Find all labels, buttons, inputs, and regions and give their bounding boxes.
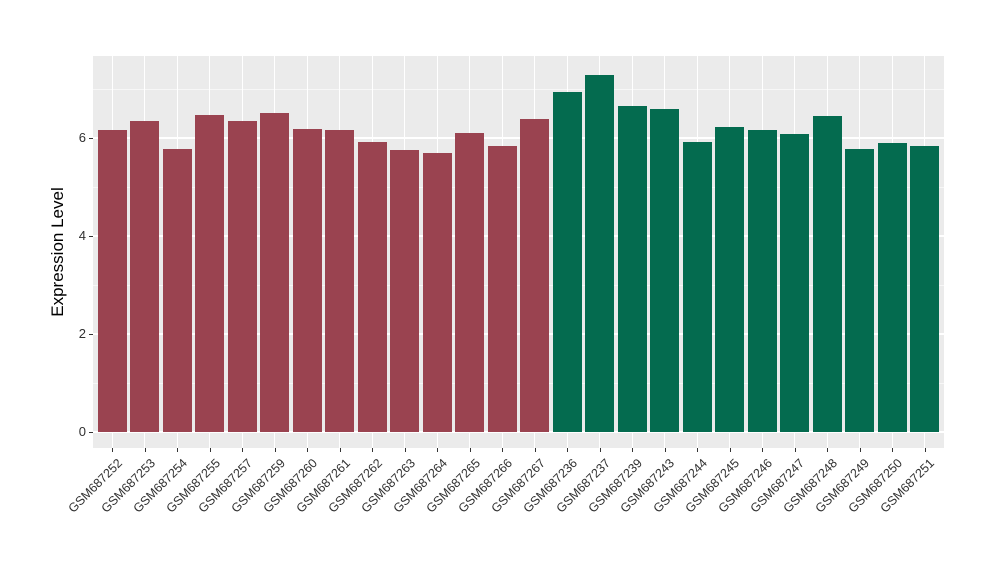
major-gridline — [93, 137, 944, 139]
x-tick-mark — [177, 448, 179, 452]
x-tick-mark — [502, 448, 504, 452]
x-tick-mark — [404, 448, 406, 452]
bar-GSM687236 — [552, 92, 582, 432]
bar-GSM687250 — [877, 142, 907, 432]
x-tick-mark — [924, 448, 926, 452]
x-tick-mark — [762, 448, 764, 452]
bar-GSM687239 — [617, 106, 647, 432]
x-tick-mark — [112, 448, 114, 452]
x-tick-mark — [469, 448, 471, 452]
bar-GSM687252 — [97, 130, 127, 432]
bar-GSM687267 — [520, 119, 550, 432]
bar-GSM687251 — [910, 145, 939, 432]
bar-GSM687253 — [130, 121, 160, 432]
y-tick-label: 4 — [78, 227, 86, 243]
x-tick-mark — [697, 448, 699, 452]
x-tick-mark — [827, 448, 829, 452]
x-tick-mark — [144, 448, 146, 452]
x-tick-mark — [242, 448, 244, 452]
bar-GSM687249 — [845, 148, 875, 432]
x-tick-mark — [632, 448, 634, 452]
y-tick-label: 0 — [78, 423, 86, 439]
x-tick-mark — [599, 448, 601, 452]
x-tick-mark — [892, 448, 894, 452]
x-tick-mark — [437, 448, 439, 452]
y-axis-title: Expression Level — [48, 187, 67, 317]
y-tick-mark — [89, 235, 93, 237]
x-tick-mark — [729, 448, 731, 452]
major-gridline — [93, 235, 944, 237]
bar-GSM687243 — [650, 109, 680, 432]
bar-GSM687257 — [227, 121, 257, 432]
minor-gridline — [93, 284, 944, 286]
bar-GSM687259 — [260, 113, 290, 432]
x-tick-mark — [664, 448, 666, 452]
y-tick-mark — [89, 333, 93, 335]
major-gridline — [93, 333, 944, 335]
bar-GSM687247 — [780, 134, 810, 432]
minor-gridline — [93, 88, 944, 90]
bar-GSM687260 — [292, 129, 322, 432]
x-tick-mark — [859, 448, 861, 452]
y-tick-label: 2 — [78, 325, 86, 341]
bar-GSM687262 — [357, 141, 387, 432]
bar-GSM687255 — [195, 115, 225, 432]
x-tick-mark — [567, 448, 569, 452]
bar-GSM687264 — [422, 152, 452, 432]
bar-GSM687245 — [715, 126, 745, 432]
plot-panel — [93, 56, 944, 448]
y-tick-mark — [89, 431, 93, 433]
x-tick-mark — [274, 448, 276, 452]
bar-GSM687254 — [162, 149, 192, 432]
bar-GSM687237 — [585, 75, 615, 432]
y-tick-mark — [89, 137, 93, 139]
bar-GSM687261 — [325, 129, 355, 432]
major-gridline — [93, 431, 944, 433]
bar-GSM687248 — [812, 116, 842, 432]
x-tick-mark — [794, 448, 796, 452]
y-tick-label: 6 — [78, 129, 86, 145]
x-tick-mark — [339, 448, 341, 452]
bar-GSM687266 — [487, 146, 517, 432]
minor-gridline — [93, 186, 944, 188]
bar-GSM687263 — [390, 150, 420, 432]
x-tick-mark — [209, 448, 211, 452]
bar-GSM687244 — [682, 142, 712, 432]
x-tick-mark — [534, 448, 536, 452]
bar-GSM687265 — [455, 132, 485, 432]
bar-GSM687246 — [747, 129, 777, 432]
x-tick-mark — [372, 448, 374, 452]
minor-gridline — [93, 382, 944, 384]
x-tick-mark — [307, 448, 309, 452]
